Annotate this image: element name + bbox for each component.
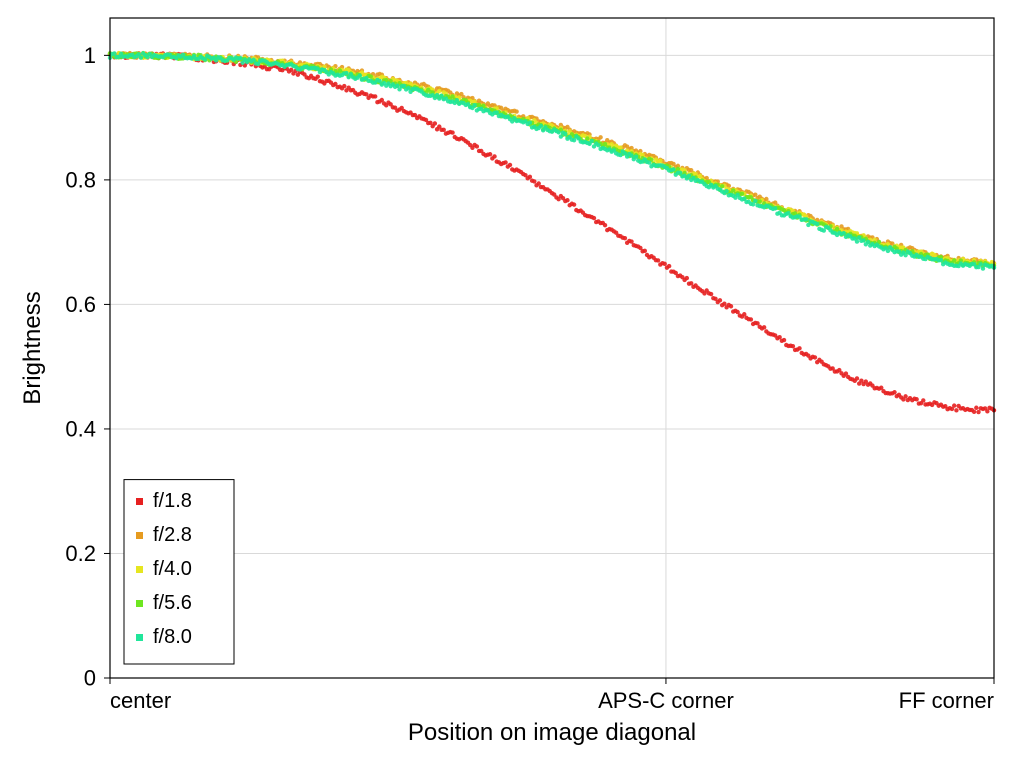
legend-label: f/2.8 [153,524,192,546]
ytick-label: 0 [84,666,96,691]
ytick-label: 0.6 [65,292,96,317]
xtick-label: FF corner [899,688,994,713]
xtick-label: center [110,688,171,713]
x-axis-label: Position on image diagonal [408,719,696,746]
legend: f/1.8 f/2.8 f/4.0 f/5.6 f/8.0 [124,480,234,664]
legend-swatch [136,600,143,607]
ytick-label: 0.2 [65,541,96,566]
legend-label: f/5.6 [153,592,192,614]
legend-swatch [136,634,143,641]
ytick-label: 0.4 [65,417,96,442]
chart-svg: center APS-C corner FF corner 0 0.2 0.4 0.6 0.8… [0,0,1026,766]
legend-swatch [136,498,143,505]
legend-label: f/8.0 [153,626,192,648]
legend-swatch [136,532,143,539]
legend-swatch [136,566,143,573]
ytick-label: 1 [84,43,96,68]
y-axis-label: Brightness [19,291,46,404]
legend-label: f/4.0 [153,558,192,580]
legend-label: f/1.8 [153,490,192,512]
vignetting-chart: center APS-C corner FF corner 0 0.2 0.4 0.6 0.8… [0,0,1026,766]
xtick-label: APS-C corner [598,688,734,713]
ytick-label: 0.8 [65,168,96,193]
